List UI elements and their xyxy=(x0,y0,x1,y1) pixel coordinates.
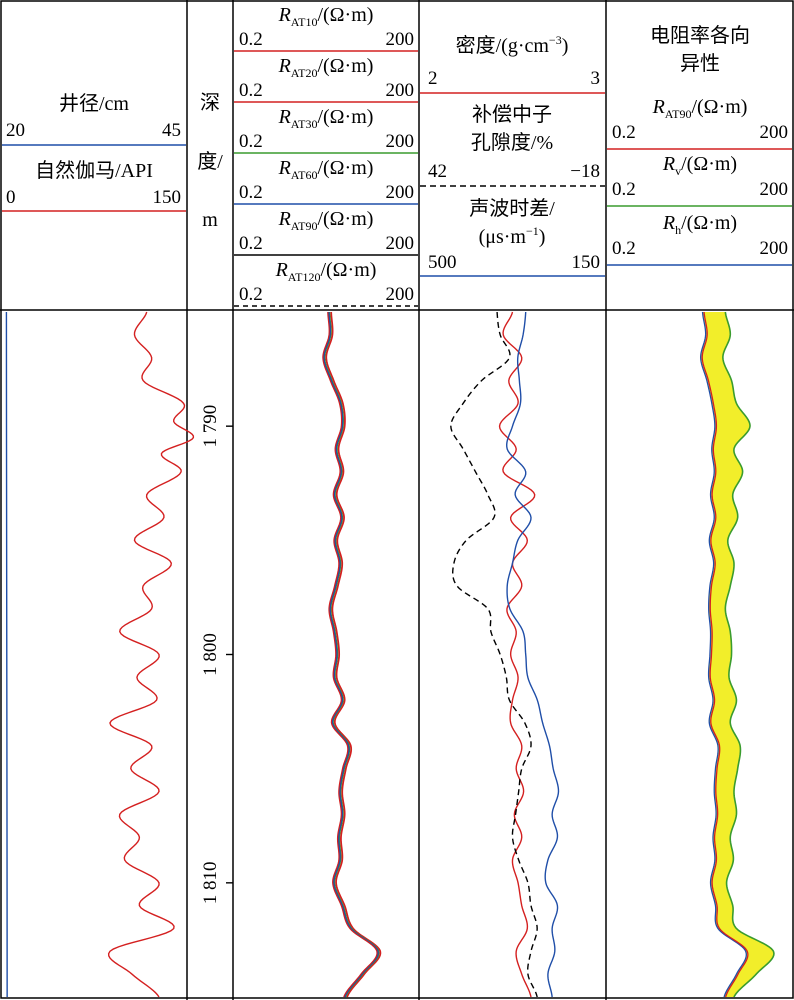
aniso-header-rat90-scale-right: 200 xyxy=(760,122,789,143)
track1-header: 井径/cm 20 45 自然伽马/API 0 150 xyxy=(2,92,186,212)
header-rat30-title: RAT30/(Ω·m) xyxy=(278,106,374,131)
track1-curves xyxy=(5,311,195,998)
header-rat30-scale-right: 200 xyxy=(386,131,415,152)
depth-ticks: 1 790 1 800 1 810 xyxy=(200,405,233,904)
sonic-scale-left: 500 xyxy=(428,252,457,273)
curve-rh xyxy=(700,311,747,998)
caliper-scale-left: 20 xyxy=(6,120,25,141)
header-rat90-scale-left: 0.2 xyxy=(239,233,263,254)
caliper-title: 井径/cm xyxy=(59,92,129,115)
neutron-scale-left: 42 xyxy=(428,161,447,182)
depth-label-1810: 1 810 xyxy=(200,861,221,904)
header-rat20-scale-right: 200 xyxy=(386,80,415,101)
header-rat120-title: RAT120/(Ω·m) xyxy=(275,259,377,284)
gamma-scale-right: 150 xyxy=(153,187,182,208)
density-title: 密度/(g·cm−3) xyxy=(456,33,569,57)
curve-gamma-ray xyxy=(107,311,195,998)
sonic-title-line1: 声波时差/ xyxy=(469,197,555,220)
track4-header: 电阻率各向 异性 RAT90/(Ω·m) 0.2 200 Rv/(Ω·m) 0.2 200… xyxy=(607,24,792,266)
curve-rat30 xyxy=(324,311,380,998)
curve-rv xyxy=(722,311,775,998)
aniso-header-rv-scale-right: 200 xyxy=(760,179,789,200)
depth-title-unit: m xyxy=(202,209,218,231)
track2-header: RAT10/(Ω·m) 0.2 200 RAT20/(Ω·m) 0.2 200 RAT30/… xyxy=(234,4,418,307)
header-rat10-scale-right: 200 xyxy=(386,29,415,50)
track3-header: 密度/(g·cm−3) 2 3 补偿中子 孔隙度/% 42 −18 声波时差/ … xyxy=(420,33,605,277)
curve-density xyxy=(498,311,536,998)
sonic-scale-right: 150 xyxy=(572,252,601,273)
header-rat20-scale-left: 0.2 xyxy=(239,80,263,101)
gamma-title: 自然伽马/API xyxy=(35,159,153,182)
header-rat10-scale-left: 0.2 xyxy=(239,29,263,50)
depth-title-char1: 深 xyxy=(200,91,220,114)
curve-caliper xyxy=(5,311,8,998)
track4-curves xyxy=(700,311,775,998)
neutron-title-line1: 补偿中子 xyxy=(472,103,552,126)
depth-label-1790: 1 790 xyxy=(200,405,221,448)
curve-rat60 xyxy=(323,311,379,998)
aniso-header-rat90-scale-left: 0.2 xyxy=(612,122,636,143)
header-rat60-title: RAT60/(Ω·m) xyxy=(278,157,374,182)
density-scale-left: 2 xyxy=(428,68,438,89)
header-rat30-scale-left: 0.2 xyxy=(239,131,263,152)
aniso-header-rh-scale-left: 0.2 xyxy=(612,238,636,259)
gamma-scale-left: 0 xyxy=(6,187,16,208)
aniso-header-rh-title: Rh/(Ω·m) xyxy=(662,212,737,237)
curve-neutron-porosity xyxy=(450,311,538,998)
curve-rat20 xyxy=(325,311,381,998)
header-rat60-scale-left: 0.2 xyxy=(239,182,263,203)
header-rat60-scale-right: 200 xyxy=(386,182,415,203)
curve-rat10 xyxy=(325,311,382,998)
curve-rat90 xyxy=(322,311,379,998)
anisotropy-title-line1: 电阻率各向 xyxy=(650,24,750,47)
header-rat90-scale-right: 200 xyxy=(386,233,415,254)
track3-curves xyxy=(450,311,560,998)
aniso-header-rv-scale-left: 0.2 xyxy=(612,179,636,200)
depth-label-1800: 1 800 xyxy=(200,633,221,676)
curve-rat90 xyxy=(701,311,749,998)
curve-sonic xyxy=(506,311,560,998)
depth-header: 深 度/ m xyxy=(197,91,223,231)
anisotropy-fill xyxy=(700,312,774,997)
aniso-header-rat90-title: RAT90/(Ω·m) xyxy=(652,96,748,121)
header-rat120-scale-left: 0.2 xyxy=(239,284,263,305)
density-scale-right: 3 xyxy=(591,68,601,89)
header-rat120-scale-right: 200 xyxy=(386,284,415,305)
header-rat90-title: RAT90/(Ω·m) xyxy=(278,208,374,233)
anisotropy-title-line2: 异性 xyxy=(680,52,720,75)
aniso-header-rh-scale-right: 200 xyxy=(760,238,789,259)
header-rat20-title: RAT20/(Ω·m) xyxy=(278,55,374,80)
neutron-title-line2: 孔隙度/% xyxy=(471,131,553,154)
aniso-header-rv-title: Rv/(Ω·m) xyxy=(662,153,737,178)
neutron-scale-right: −18 xyxy=(570,161,600,182)
depth-title-char2: 度/ xyxy=(197,150,223,173)
caliper-scale-right: 45 xyxy=(162,120,181,141)
curve-rat120 xyxy=(322,311,378,998)
track2-curves xyxy=(322,311,382,998)
header-rat10-title: RAT10/(Ω·m) xyxy=(278,4,374,29)
sonic-title-line2: (μs·m−1) xyxy=(479,224,546,248)
